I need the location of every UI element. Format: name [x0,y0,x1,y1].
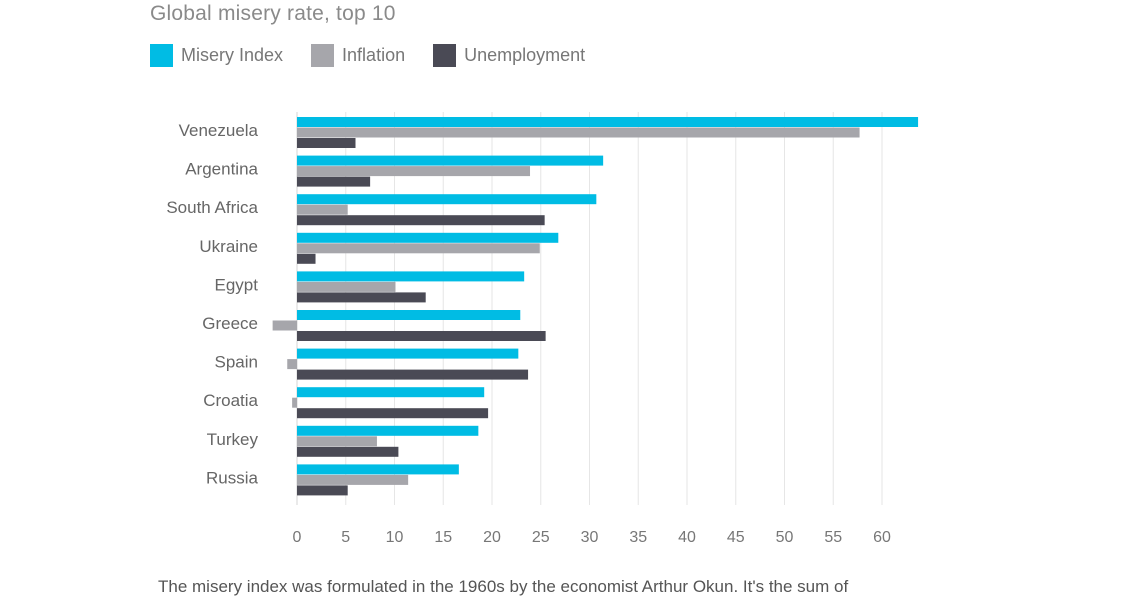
bar-unemployment [297,485,348,496]
bar-misery-index [297,232,559,243]
category-label: Russia [206,468,259,487]
x-tick-label: 20 [483,529,501,546]
bar-inflation [297,166,531,177]
category-label: Egypt [215,275,259,294]
bar-misery-index [297,387,485,398]
category-label: Argentina [185,160,258,179]
bar-unemployment [297,369,529,380]
bar-inflation [297,281,396,292]
bar-unemployment [297,446,399,457]
x-tick-label: 15 [434,529,452,546]
bar-misery-index [297,155,604,166]
bar-unemployment [297,253,316,264]
x-tick-label: 35 [629,529,647,546]
legend-label-inflation: Inflation [342,45,406,65]
bar-misery-index [297,194,597,205]
legend-swatch-unemployment [433,44,457,67]
bar-unemployment [297,331,546,341]
category-label: Croatia [203,391,258,410]
caption-text: The misery index was formulated in the 1… [158,577,849,596]
bar-inflation [272,320,297,331]
bar-misery-index [297,117,919,127]
legend-swatch-inflation [311,44,335,67]
bar-misery-index [297,464,459,475]
bar-inflation [292,397,297,408]
bar-misery-index [297,310,521,320]
x-tick-label: 5 [341,529,350,546]
legend-item-unemployment: Unemployment [433,44,585,67]
legend-label-unemployment: Unemployment [464,45,586,65]
bar-misery-index [297,271,525,282]
category-label: Ukraine [199,237,258,256]
x-tick-label: 60 [873,529,891,546]
legend-swatch-misery-index [150,44,173,67]
category-label: South Africa [166,198,258,217]
legend-label-misery-index: Misery Index [181,45,284,65]
category-label: Turkey [207,430,259,449]
bar-inflation [297,474,409,485]
category-label: Spain [215,353,258,372]
bar-inflation [297,204,348,215]
category-label: Greece [202,314,258,333]
bar-chart: 0 5 10 15 20 25 30 35 40 45 50 55 60 Venezuela Argenti… [166,112,919,546]
bar-unemployment [297,292,426,303]
category-label: Venezuela [179,121,259,140]
bar-misery-index [297,425,479,436]
bar-unemployment [297,215,545,226]
bar-inflation [287,359,297,370]
x-tick-label: 55 [824,529,842,546]
x-tick-label: 50 [776,529,794,546]
bar-inflation [297,127,860,138]
legend-item-misery-index: Misery Index [150,44,283,67]
bar-misery-index [297,348,519,359]
x-tick-label: 25 [532,529,550,546]
x-tick-label: 0 [293,529,302,546]
bar-inflation [297,436,377,447]
chart-title: Global misery rate, top 10 [150,2,396,25]
bar-inflation [297,243,540,254]
x-tick-label: 10 [386,529,404,546]
bar-unemployment [297,138,356,148]
chart-legend: Misery Index Inflation Unemployment [150,44,613,67]
legend-item-inflation: Inflation [311,44,405,67]
x-tick-label: 45 [727,529,745,546]
bar-unemployment [297,408,489,419]
x-tick-label: 40 [678,529,696,546]
bar-unemployment [297,176,371,187]
x-tick-label: 30 [581,529,599,546]
